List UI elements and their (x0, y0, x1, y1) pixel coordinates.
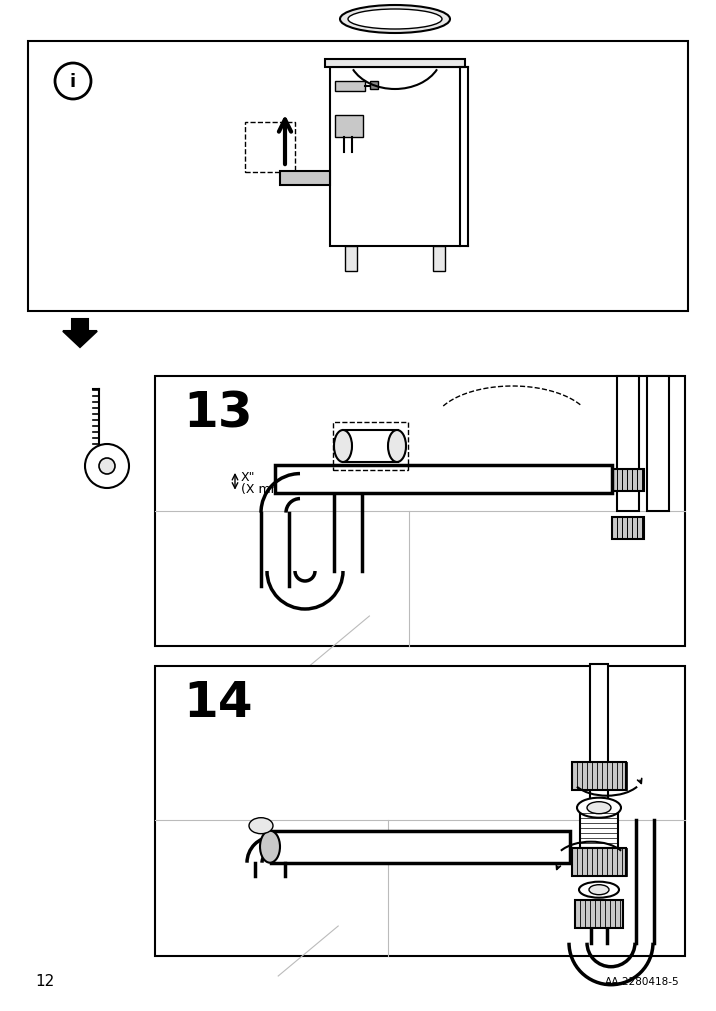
Text: AA-2280418-5: AA-2280418-5 (605, 976, 680, 986)
Ellipse shape (334, 431, 352, 463)
Ellipse shape (388, 431, 406, 463)
Text: 12: 12 (35, 974, 54, 989)
Bar (325, 60, 465, 68)
Bar (28, 42, 688, 311)
Bar (572, 762, 626, 790)
Bar (590, 664, 608, 820)
Bar (647, 377, 669, 512)
Polygon shape (63, 319, 97, 348)
Bar (612, 469, 644, 491)
Ellipse shape (589, 885, 609, 895)
Bar (433, 247, 445, 272)
Bar (335, 116, 363, 137)
Bar (335, 82, 365, 92)
Ellipse shape (340, 6, 450, 34)
Bar (330, 68, 460, 247)
Bar (333, 423, 408, 470)
Bar (245, 123, 295, 173)
Text: i: i (70, 73, 76, 91)
Bar (343, 431, 398, 463)
Text: 14: 14 (183, 678, 253, 726)
Bar (575, 900, 623, 928)
Ellipse shape (249, 818, 273, 834)
Bar (155, 666, 685, 956)
Text: (X mm): (X mm) (241, 482, 288, 495)
Text: X": X" (241, 470, 256, 483)
Bar (155, 377, 685, 646)
Text: 13: 13 (183, 388, 253, 437)
Bar (612, 518, 644, 540)
Bar (572, 848, 626, 876)
Bar (275, 465, 612, 493)
Bar (617, 377, 639, 512)
Circle shape (55, 64, 91, 100)
Ellipse shape (348, 10, 442, 30)
Bar (345, 247, 357, 272)
Bar (280, 172, 330, 186)
Bar (580, 808, 618, 848)
Ellipse shape (260, 831, 280, 862)
Bar (271, 831, 570, 862)
Circle shape (99, 459, 115, 474)
Ellipse shape (577, 798, 621, 818)
Circle shape (85, 445, 129, 488)
Bar (370, 82, 378, 90)
Ellipse shape (579, 882, 619, 898)
Ellipse shape (587, 802, 611, 814)
